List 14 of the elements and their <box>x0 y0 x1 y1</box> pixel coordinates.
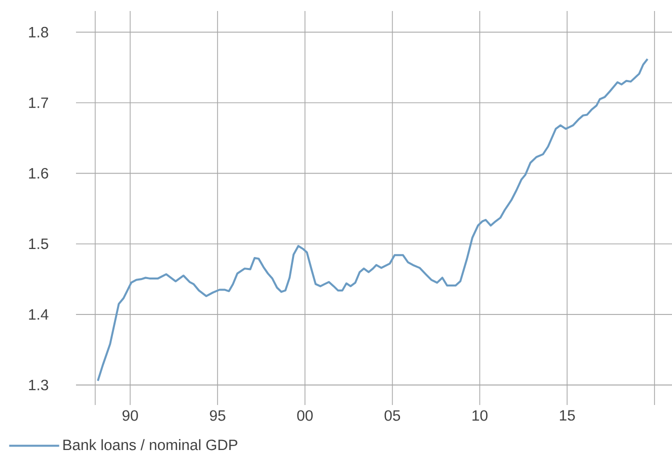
x-tick-label: 05 <box>384 410 400 421</box>
y-tick-label: 1.3 <box>29 380 48 390</box>
y-tick-label: 1.8 <box>29 26 48 38</box>
x-tick-label: 95 <box>210 410 226 421</box>
x-tick-label: 10 <box>472 410 488 421</box>
y-tick-label: 1.5 <box>29 238 48 250</box>
y-tick-label: 1.7 <box>29 98 48 108</box>
x-tick-label: 15 <box>560 410 575 421</box>
line-series <box>96 58 649 382</box>
y-tick-label: 1.4 <box>29 309 48 320</box>
legend-label: Bank loans / nominal GDP <box>63 439 238 450</box>
x-tick-label: 00 <box>297 410 313 421</box>
x-tick-label: 90 <box>122 410 138 421</box>
y-tick-label: 1.6 <box>29 168 48 179</box>
